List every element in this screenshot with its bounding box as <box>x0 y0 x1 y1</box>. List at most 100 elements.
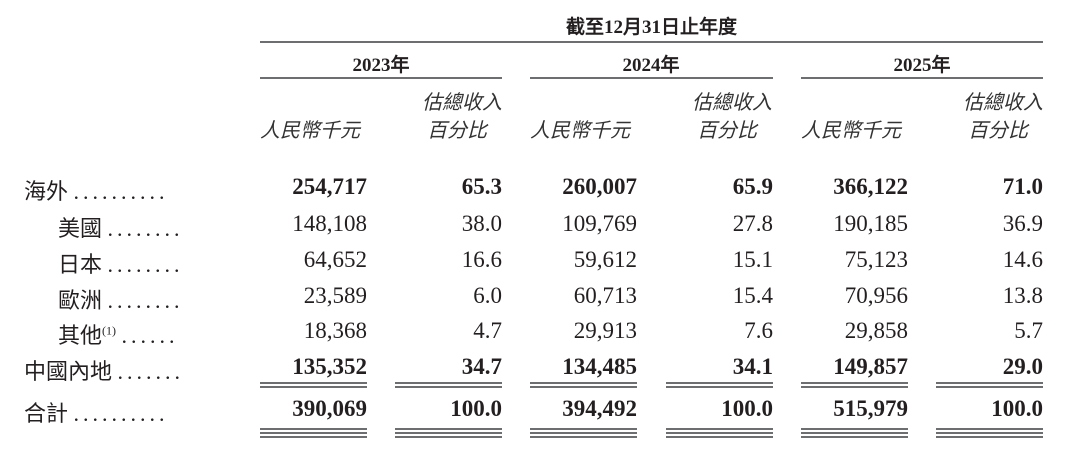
cell-value: 5.7 <box>1014 318 1043 343</box>
row-label: 海外 .......... <box>24 179 169 204</box>
subtotal-rule <box>395 386 502 388</box>
leader-dots: ........ <box>107 288 184 313</box>
total-double-rule <box>260 436 367 438</box>
cell-value: 135,352 <box>292 354 367 379</box>
cell-value: 14.6 <box>1002 247 1043 272</box>
row-label: 合計 .......... <box>24 401 169 426</box>
cell-value: 29,913 <box>573 318 637 343</box>
cell-value: 27.8 <box>732 211 773 236</box>
leader-dots: ....... <box>117 359 185 384</box>
year-rule <box>801 77 1043 79</box>
total-double-rule <box>936 428 1043 430</box>
subtotal-rule <box>666 386 773 388</box>
total-double-rule <box>666 432 773 434</box>
cell-value: 34.7 <box>461 354 502 379</box>
cell-value: 65.3 <box>461 174 502 199</box>
table-row: 海外 .......... 254,717 65.3 260,007 65.9 366,1… <box>0 174 1080 208</box>
total-double-rule <box>801 428 908 430</box>
row-label: 中國內地 ....... <box>24 359 185 384</box>
cell-value: 260,007 <box>562 174 637 199</box>
cell-value: 13.8 <box>1002 283 1043 308</box>
table-row: 日本 ........ 64,652 16.6 59,612 15.1 75,123 14.… <box>0 247 1080 281</box>
table-row: 合計 .......... 390,069 100.0 394,492 100.0 515… <box>0 396 1080 430</box>
percent-column-header-line1: 估總收入 <box>963 92 1043 114</box>
leader-dots: ........ <box>107 216 184 241</box>
cell-value: 38.0 <box>461 211 502 236</box>
row-label: 歐洲 ........ <box>58 288 184 313</box>
cell-value: 515,979 <box>833 396 908 421</box>
cell-value: 70,956 <box>844 283 908 308</box>
cell-value: 29.0 <box>1002 354 1043 379</box>
table-row: 歐洲 ........ 23,589 6.0 60,713 15.4 70,956 13.8 <box>0 283 1080 317</box>
amount-column-header: 人民幣千元 <box>801 120 901 142</box>
cell-value: 394,492 <box>562 396 637 421</box>
cell-value: 65.9 <box>732 174 773 199</box>
cell-value: 100.0 <box>450 396 502 421</box>
cell-value: 36.9 <box>1002 211 1043 236</box>
total-double-rule <box>801 432 908 434</box>
leader-dots: ........ <box>107 252 184 277</box>
amount-column-header: 人民幣千元 <box>260 120 360 142</box>
subtotal-rule <box>801 386 908 388</box>
cell-value: 23,589 <box>303 283 367 308</box>
total-double-rule <box>395 436 502 438</box>
cell-value: 109,769 <box>562 211 637 236</box>
header-rule <box>260 41 1043 43</box>
cell-value: 7.6 <box>744 318 773 343</box>
total-double-rule <box>936 436 1043 438</box>
cell-value: 16.6 <box>461 247 502 272</box>
cell-value: 100.0 <box>991 396 1043 421</box>
cell-value: 64,652 <box>303 247 367 272</box>
percent-column-header-line2: 百分比 <box>697 120 757 142</box>
table-row: 美國 ........ 148,108 38.0 109,769 27.8 190,185… <box>0 211 1080 245</box>
cell-value: 60,713 <box>573 283 637 308</box>
subtotal-rule <box>395 382 502 384</box>
subtotal-rule <box>530 386 637 388</box>
percent-column-header-line1: 估總收入 <box>422 92 502 114</box>
cell-value: 71.0 <box>1002 174 1043 199</box>
cell-value: 18,368 <box>303 318 367 343</box>
row-label: 美國 ........ <box>58 216 184 241</box>
cell-value: 15.1 <box>732 247 773 272</box>
cell-value: 148,108 <box>292 211 367 236</box>
cell-value: 59,612 <box>573 247 637 272</box>
cell-value: 75,123 <box>844 247 908 272</box>
cell-value: 149,857 <box>833 354 908 379</box>
cell-value: 15.4 <box>732 283 773 308</box>
year-2024-header: 2024年 <box>622 55 680 76</box>
leader-dots: ...... <box>121 323 179 348</box>
subtotal-rule <box>260 382 367 384</box>
subtotal-rule <box>936 382 1043 384</box>
table-row: 其他(1) ...... 18,368 4.7 29,913 7.6 29,858 5.7 <box>0 318 1080 352</box>
cell-value: 190,185 <box>833 211 908 236</box>
cell-value: 34.1 <box>732 354 773 379</box>
percent-column-header-line1: 估總收入 <box>692 92 772 114</box>
total-double-rule <box>936 432 1043 434</box>
total-double-rule <box>666 436 773 438</box>
year-2025-header: 2025年 <box>893 55 951 76</box>
total-double-rule <box>666 428 773 430</box>
table-row: 中國內地 ....... 135,352 34.7 134,485 34.1 149,85… <box>0 354 1080 388</box>
footnote-ref: (1) <box>102 323 117 338</box>
subtotal-rule <box>801 382 908 384</box>
cell-value: 366,122 <box>833 174 908 199</box>
subtotal-rule <box>530 382 637 384</box>
total-double-rule <box>530 432 637 434</box>
cell-value: 134,485 <box>562 354 637 379</box>
percent-column-header-line2: 百分比 <box>427 120 487 142</box>
total-double-rule <box>395 432 502 434</box>
total-double-rule <box>260 432 367 434</box>
year-2023-header: 2023年 <box>352 55 410 76</box>
leader-dots: .......... <box>73 401 169 426</box>
percent-column-header-line2: 百分比 <box>968 120 1028 142</box>
row-label: 其他(1) ...... <box>58 323 179 348</box>
total-double-rule <box>530 436 637 438</box>
cell-value: 29,858 <box>844 318 908 343</box>
year-rule <box>260 77 502 79</box>
amount-column-header: 人民幣千元 <box>530 120 630 142</box>
cell-value: 100.0 <box>721 396 773 421</box>
row-label: 日本 ........ <box>58 252 184 277</box>
total-double-rule <box>801 436 908 438</box>
cell-value: 4.7 <box>473 318 502 343</box>
cell-value: 254,717 <box>292 174 367 199</box>
